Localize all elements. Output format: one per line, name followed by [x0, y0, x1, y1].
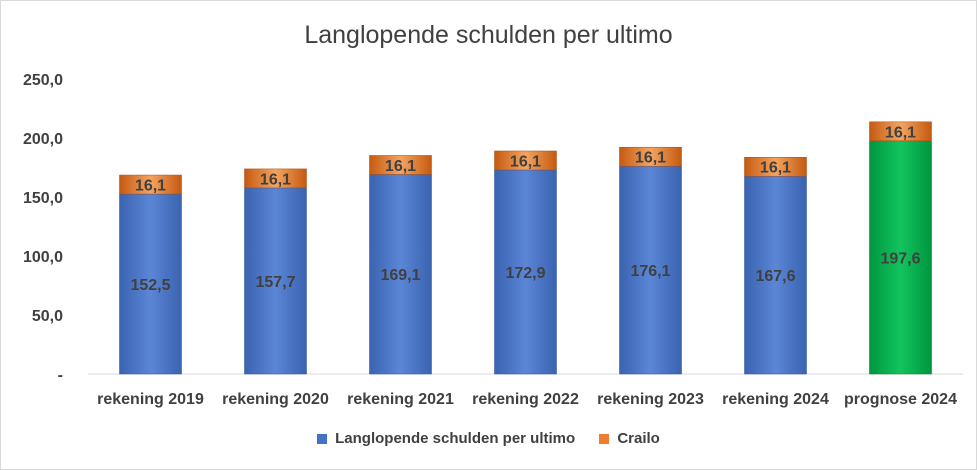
data-label-crailo: 16,1 [885, 124, 916, 141]
x-category-label: prognose 2024 [844, 391, 957, 408]
bar-schulden [494, 169, 557, 375]
x-category-label: rekening 2023 [597, 391, 704, 408]
legend-swatch-schulden [317, 433, 328, 444]
data-label-crailo: 16,1 [260, 171, 291, 188]
legend-label-crailo: Crailo [617, 430, 660, 447]
data-label-schulden: 197,6 [880, 250, 920, 267]
legend-label-schulden: Langlopende schulden per ultimo [335, 430, 576, 447]
bar-crailo [744, 156, 807, 177]
y-tick-label: 50,0 [32, 308, 63, 325]
data-label-crailo: 16,1 [635, 150, 666, 167]
data-label-crailo: 16,1 [760, 160, 791, 177]
bar-schulden [244, 187, 307, 375]
bar-schulden [369, 174, 432, 375]
bar-crailo [119, 174, 182, 195]
y-tick-label: 150,0 [23, 190, 63, 207]
data-label-schulden: 167,6 [755, 268, 795, 285]
bar-schulden [619, 165, 682, 375]
bar-crailo [244, 168, 307, 189]
x-category-label: rekening 2024 [722, 391, 829, 408]
bar-schulden [744, 175, 807, 375]
bar-crailo [869, 121, 932, 142]
bar-schulden [119, 193, 182, 375]
bar-crailo [494, 150, 557, 171]
legend-item-schulden: Langlopende schulden per ultimo [317, 430, 575, 447]
y-tick-label: 200,0 [23, 131, 63, 148]
data-label-schulden: 157,7 [255, 274, 295, 291]
chart-title: Langlopende schulden per ultimo [304, 21, 673, 49]
x-category-label: rekening 2020 [222, 391, 329, 408]
data-label-crailo: 16,1 [385, 158, 416, 175]
data-label-schulden: 169,1 [380, 267, 420, 284]
y-tick-label: - [58, 367, 63, 384]
data-label-crailo: 16,1 [135, 178, 166, 195]
x-category-label: rekening 2021 [347, 391, 454, 408]
bar-schulden [869, 140, 932, 375]
data-label-crailo: 16,1 [510, 153, 541, 170]
legend-item-crailo: Crailo [599, 430, 660, 447]
data-label-schulden: 176,1 [630, 263, 670, 280]
bar-crailo [369, 155, 432, 175]
x-category-label: rekening 2019 [97, 391, 204, 408]
x-category-label: rekening 2022 [472, 391, 579, 408]
y-tick-label: 100,0 [23, 249, 63, 266]
bar-crailo [619, 146, 682, 167]
y-tick-label: 250,0 [23, 72, 63, 89]
legend-swatch-crailo [599, 433, 610, 444]
data-label-schulden: 172,9 [505, 265, 545, 282]
data-label-schulden: 152,5 [130, 277, 170, 294]
chart-legend: Langlopende schulden per ultimo Crailo [1, 430, 976, 448]
